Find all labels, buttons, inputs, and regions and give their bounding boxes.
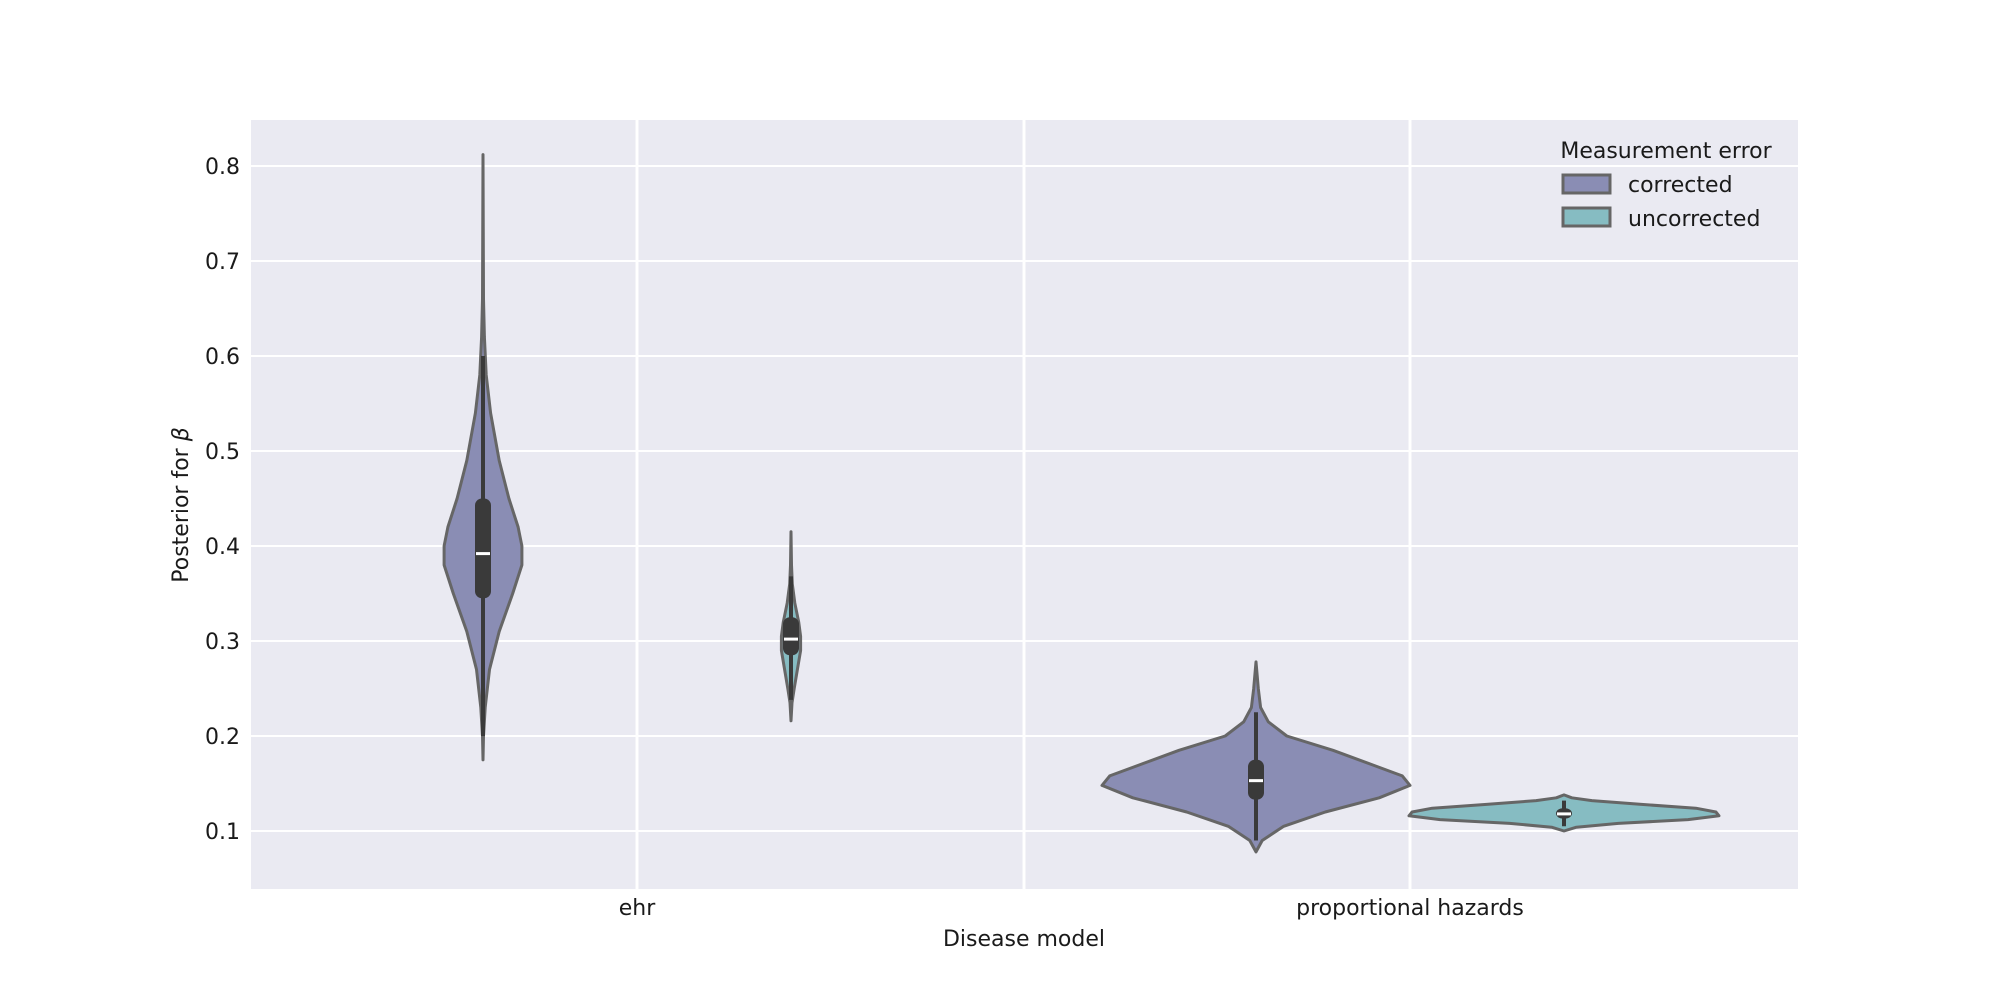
violin-corrected-ehr — [442, 153, 524, 762]
legend-swatch-uncorrected — [1561, 206, 1612, 228]
y-tick-label: 0.5 — [205, 440, 240, 465]
y-tick-label: 0.1 — [205, 820, 240, 845]
legend-label-uncorrected: uncorrected — [1628, 207, 1760, 232]
y-axis-label-prefix: Posterior for — [169, 441, 194, 582]
legend-swatch-corrected — [1561, 173, 1612, 195]
legend-label-corrected: corrected — [1628, 173, 1733, 198]
violin-uncorrected-ehr — [779, 530, 803, 723]
x-tick-label: proportional hazards — [1296, 896, 1524, 921]
violin-box — [783, 617, 799, 656]
y-tick-label: 0.7 — [205, 250, 240, 275]
y-tick-label: 0.3 — [205, 630, 240, 655]
violin-box — [475, 498, 491, 599]
x-tick-labels: ehr proportional hazards — [619, 896, 1524, 921]
y-tick-labels: 0.1 0.2 0.3 0.4 0.5 0.6 0.7 0.8 — [205, 155, 240, 845]
legend-title: Measurement error — [1560, 139, 1772, 164]
y-tick-label: 0.6 — [205, 345, 240, 370]
violins — [442, 153, 1721, 854]
grid-lines — [251, 120, 1798, 889]
y-tick-label: 0.4 — [205, 535, 240, 560]
violin-corrected-proportional-hazards — [1100, 660, 1412, 854]
y-axis-label: Posterior for β — [169, 427, 194, 583]
legend: Measurement error corrected uncorrected — [1560, 139, 1772, 232]
y-axis-label-symbol: β — [169, 427, 194, 442]
violin-uncorrected-proportional-hazards — [1407, 793, 1721, 833]
x-axis-label: Disease model — [943, 927, 1105, 952]
y-tick-label: 0.2 — [205, 725, 240, 750]
y-tick-label: 0.8 — [205, 155, 240, 180]
x-tick-label: ehr — [619, 896, 656, 921]
